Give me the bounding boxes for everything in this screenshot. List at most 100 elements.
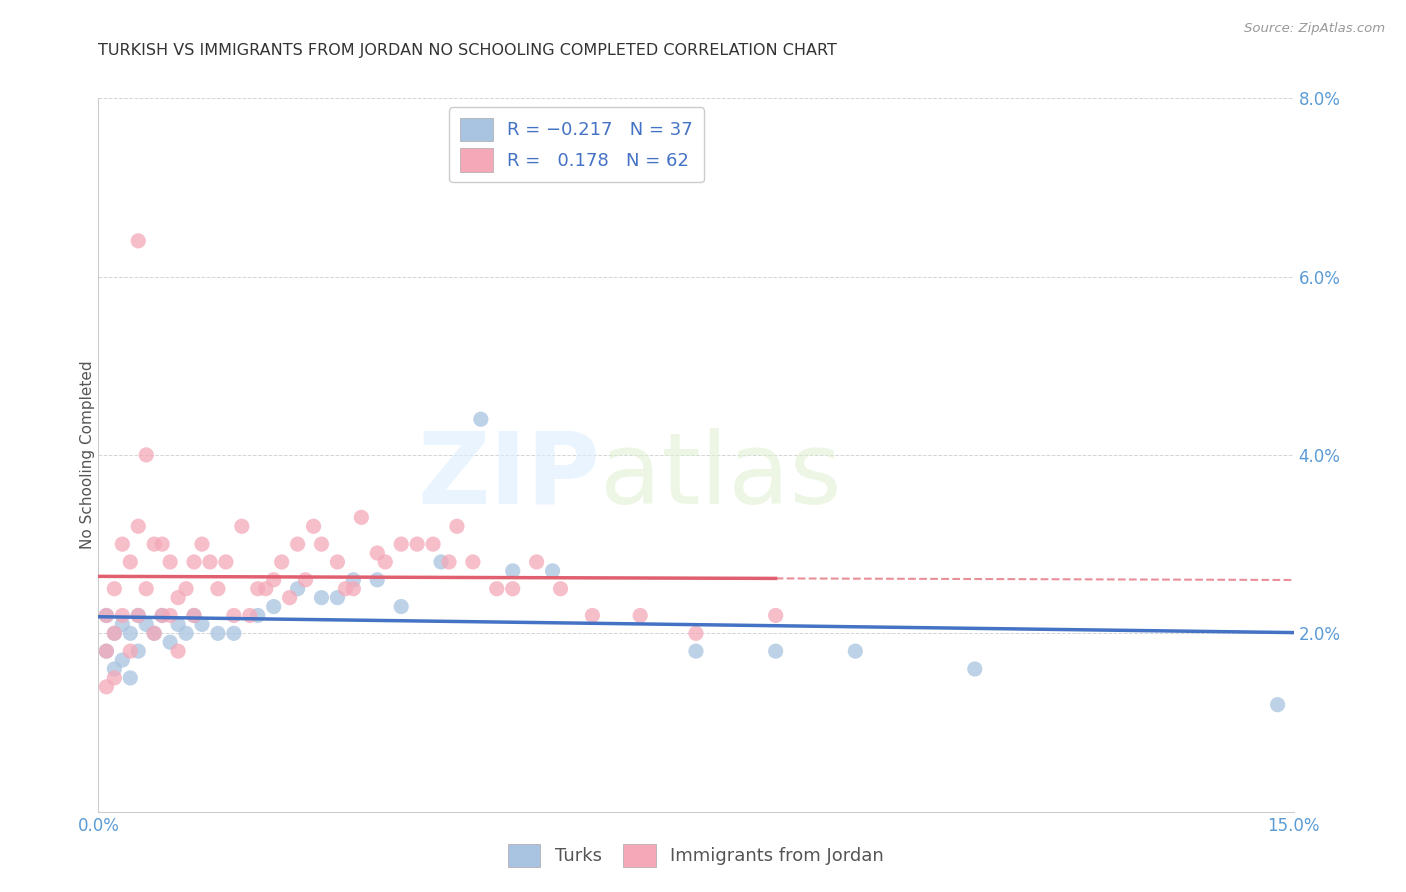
Point xyxy=(159,555,181,569)
Point xyxy=(502,564,524,578)
Point xyxy=(111,608,134,623)
Point xyxy=(174,626,197,640)
Point xyxy=(270,555,292,569)
Point xyxy=(844,644,866,658)
Point xyxy=(111,537,134,551)
Point xyxy=(183,555,205,569)
Point xyxy=(96,608,118,623)
Point xyxy=(311,591,333,605)
Point xyxy=(120,555,142,569)
Point xyxy=(302,519,325,533)
Point xyxy=(159,608,181,623)
Point xyxy=(335,582,357,596)
Point xyxy=(430,555,453,569)
Point xyxy=(437,555,460,569)
Point xyxy=(120,626,142,640)
Point xyxy=(191,617,214,632)
Point xyxy=(150,608,173,623)
Point xyxy=(222,608,245,623)
Point xyxy=(470,412,492,426)
Point xyxy=(143,626,166,640)
Point xyxy=(765,644,787,658)
Point xyxy=(111,653,134,667)
Point xyxy=(222,626,245,640)
Point xyxy=(685,626,707,640)
Point xyxy=(342,582,364,596)
Point xyxy=(215,555,238,569)
Point xyxy=(167,644,190,658)
Point xyxy=(167,617,190,632)
Point xyxy=(263,573,285,587)
Point xyxy=(461,555,484,569)
Point xyxy=(374,555,396,569)
Point xyxy=(406,537,429,551)
Point xyxy=(389,599,412,614)
Point xyxy=(326,591,349,605)
Point xyxy=(96,608,118,623)
Point xyxy=(541,564,564,578)
Point xyxy=(127,519,149,533)
Point xyxy=(263,599,285,614)
Point xyxy=(96,644,118,658)
Point xyxy=(342,573,364,587)
Point xyxy=(150,608,173,623)
Point xyxy=(326,555,349,569)
Point xyxy=(502,582,524,596)
Point xyxy=(246,608,269,623)
Point xyxy=(254,582,277,596)
Point xyxy=(143,537,166,551)
Point xyxy=(246,582,269,596)
Point xyxy=(311,537,333,551)
Point xyxy=(120,671,142,685)
Point xyxy=(963,662,986,676)
Text: Source: ZipAtlas.com: Source: ZipAtlas.com xyxy=(1244,22,1385,36)
Point xyxy=(120,644,142,658)
Point xyxy=(174,582,197,596)
Point xyxy=(287,537,309,551)
Point xyxy=(103,662,125,676)
Point xyxy=(167,591,190,605)
Point xyxy=(103,582,125,596)
Point xyxy=(191,537,214,551)
Point xyxy=(135,448,157,462)
Point xyxy=(389,537,412,551)
Point xyxy=(127,608,149,623)
Point xyxy=(159,635,181,649)
Point xyxy=(183,608,205,623)
Point xyxy=(1267,698,1289,712)
Point xyxy=(127,608,149,623)
Point xyxy=(135,617,157,632)
Point xyxy=(231,519,253,533)
Point xyxy=(150,537,173,551)
Point xyxy=(207,582,229,596)
Text: ZIP: ZIP xyxy=(418,428,600,524)
Point xyxy=(103,626,125,640)
Point xyxy=(685,644,707,658)
Point xyxy=(127,234,149,248)
Point xyxy=(96,644,118,658)
Point xyxy=(366,546,388,560)
Point xyxy=(127,644,149,658)
Point xyxy=(526,555,548,569)
Point xyxy=(278,591,301,605)
Point xyxy=(366,573,388,587)
Point xyxy=(143,626,166,640)
Text: TURKISH VS IMMIGRANTS FROM JORDAN NO SCHOOLING COMPLETED CORRELATION CHART: TURKISH VS IMMIGRANTS FROM JORDAN NO SCH… xyxy=(98,43,838,58)
Point xyxy=(287,582,309,596)
Text: atlas: atlas xyxy=(600,428,842,524)
Point xyxy=(96,680,118,694)
Point xyxy=(422,537,444,551)
Point xyxy=(350,510,373,524)
Point xyxy=(446,519,468,533)
Point xyxy=(485,582,508,596)
Point xyxy=(207,626,229,640)
Y-axis label: No Schooling Completed: No Schooling Completed xyxy=(80,360,94,549)
Point xyxy=(294,573,316,587)
Point xyxy=(135,582,157,596)
Point xyxy=(239,608,262,623)
Point xyxy=(103,671,125,685)
Point xyxy=(765,608,787,623)
Legend: Turks, Immigrants from Jordan: Turks, Immigrants from Jordan xyxy=(501,837,891,874)
Point xyxy=(183,608,205,623)
Point xyxy=(581,608,603,623)
